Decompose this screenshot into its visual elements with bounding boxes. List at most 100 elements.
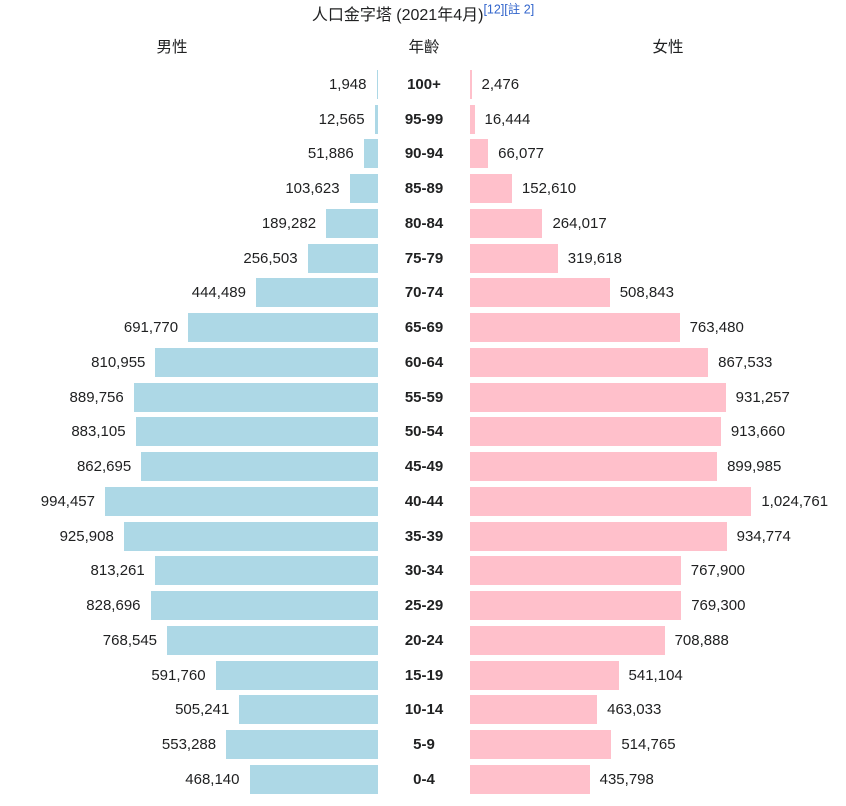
- male-cell: 468,140: [0, 762, 378, 797]
- pyramid-row: 256,503 75-79 319,618: [0, 241, 846, 276]
- female-bar: [470, 208, 543, 238]
- male-value-label: 862,695: [76, 458, 132, 476]
- pyramid-row: 591,760 15-19 541,104: [0, 658, 846, 693]
- female-value-label: 514,765: [621, 736, 676, 754]
- male-cell: 189,282: [0, 206, 378, 241]
- age-group-label: 60-64: [404, 353, 444, 371]
- female-value-label: 763,480: [689, 319, 744, 337]
- female-bar: [470, 521, 727, 551]
- male-value-label: 468,140: [185, 770, 240, 788]
- male-bar: [249, 764, 378, 794]
- age-column-header: 年齡: [408, 39, 440, 56]
- pyramid-row: 189,282 80-84 264,017: [0, 206, 846, 241]
- male-cell: 553,288: [0, 727, 378, 762]
- female-cell: 2,476: [470, 67, 846, 102]
- male-bar: [363, 139, 378, 169]
- chart-title-text: 人口金字塔 (2021年4月): [311, 7, 484, 24]
- male-cell: 1,948: [0, 67, 378, 102]
- pyramid-row: 553,288 5-9 514,765: [0, 727, 846, 762]
- pyramid-row: 889,756 55-59 931,257: [0, 380, 846, 415]
- age-group-label: 0-4: [413, 770, 435, 788]
- female-cell: 934,774: [470, 519, 846, 554]
- male-value-label: 768,545: [102, 631, 158, 649]
- female-value-label: 867,533: [718, 353, 773, 371]
- age-group-label: 80-84: [404, 214, 444, 232]
- male-bar: [326, 208, 378, 238]
- male-value-label: 444,489: [191, 284, 246, 302]
- age-group-label: 25-29: [404, 597, 444, 615]
- age-group-label: 15-19: [404, 666, 444, 684]
- female-bar: [470, 591, 682, 621]
- male-cell: 994,457: [0, 484, 378, 519]
- male-cell: 691,770: [0, 310, 378, 345]
- age-group-label: 65-69: [404, 319, 444, 337]
- age-group-label: 45-49: [404, 458, 444, 476]
- female-bar: [470, 139, 489, 169]
- male-value-label: 691,770: [123, 319, 179, 337]
- reference-note-2-link[interactable]: [註 2]: [504, 2, 535, 17]
- male-bar: [376, 69, 378, 99]
- female-value-label: 934,774: [736, 527, 791, 545]
- female-bar: [470, 556, 681, 586]
- male-value-label: 51,886: [307, 145, 354, 163]
- age-group-label: 95-99: [404, 110, 444, 128]
- pyramid-row: 51,886 90-94 66,077: [0, 137, 846, 172]
- male-cell: 103,623: [0, 171, 378, 206]
- female-column-header: 女性: [652, 39, 684, 56]
- female-value-label: 319,618: [567, 249, 622, 267]
- female-cell: 152,610: [470, 171, 846, 206]
- male-value-label: 828,696: [86, 597, 141, 615]
- female-value-label: 463,033: [607, 701, 662, 719]
- female-value-label: 264,017: [552, 214, 607, 232]
- female-cell: 899,985: [470, 449, 846, 484]
- age-group-label: 70-74: [404, 284, 444, 302]
- pyramid-row: 925,908 35-39 934,774: [0, 519, 846, 554]
- female-bar: [470, 313, 680, 343]
- female-value-label: 152,610: [521, 180, 577, 198]
- pyramid-row: 444,489 70-74 508,843: [0, 276, 846, 311]
- column-headers: 男性 年齡 女性: [0, 37, 846, 58]
- female-value-label: 931,257: [735, 388, 790, 406]
- female-value-label: 1,024,761: [761, 492, 829, 510]
- female-bar: [470, 486, 752, 516]
- female-cell: 66,077: [470, 137, 846, 172]
- male-cell: 51,886: [0, 137, 378, 172]
- male-value-label: 810,955: [91, 353, 146, 371]
- male-bar: [133, 382, 378, 412]
- female-value-label: 16,444: [484, 110, 531, 128]
- male-value-label: 553,288: [161, 736, 217, 754]
- female-cell: 763,480: [470, 310, 846, 345]
- male-bar: [123, 521, 378, 551]
- female-cell: 769,300: [470, 588, 846, 623]
- male-cell: 444,489: [0, 276, 378, 311]
- female-cell: 514,765: [470, 727, 846, 762]
- male-value-label: 813,261: [90, 562, 145, 580]
- male-value-label: 505,241: [175, 701, 230, 719]
- female-cell: 541,104: [470, 658, 846, 693]
- female-cell: 867,533: [470, 345, 846, 380]
- female-value-label: 541,104: [628, 666, 683, 684]
- pyramid-row: 103,623 85-89 152,610: [0, 171, 846, 206]
- age-group-label: 85-89: [404, 180, 444, 198]
- female-bar: [470, 278, 610, 308]
- female-value-label: 767,900: [690, 562, 746, 580]
- male-value-label: 1,948: [328, 75, 367, 93]
- age-group-label: 10-14: [404, 701, 444, 719]
- male-cell: 889,756: [0, 380, 378, 415]
- male-value-label: 12,565: [318, 110, 365, 128]
- male-value-label: 189,282: [261, 214, 317, 232]
- female-cell: 435,798: [470, 762, 846, 797]
- male-bar: [307, 243, 378, 273]
- female-bar: [470, 625, 665, 655]
- male-bar: [150, 591, 378, 621]
- male-bar: [215, 660, 378, 690]
- female-bar: [470, 695, 598, 725]
- reference-12-link[interactable]: [12]: [483, 2, 505, 17]
- male-bar: [188, 313, 378, 343]
- female-value-label: 708,888: [674, 631, 729, 649]
- title-references: [12][註 2]: [483, 3, 534, 17]
- female-value-label: 508,843: [619, 284, 674, 302]
- pyramid-row: 468,140 0-4 435,798: [0, 762, 846, 797]
- pyramid-row: 828,696 25-29 769,300: [0, 588, 846, 623]
- female-value-label: 435,798: [599, 770, 654, 788]
